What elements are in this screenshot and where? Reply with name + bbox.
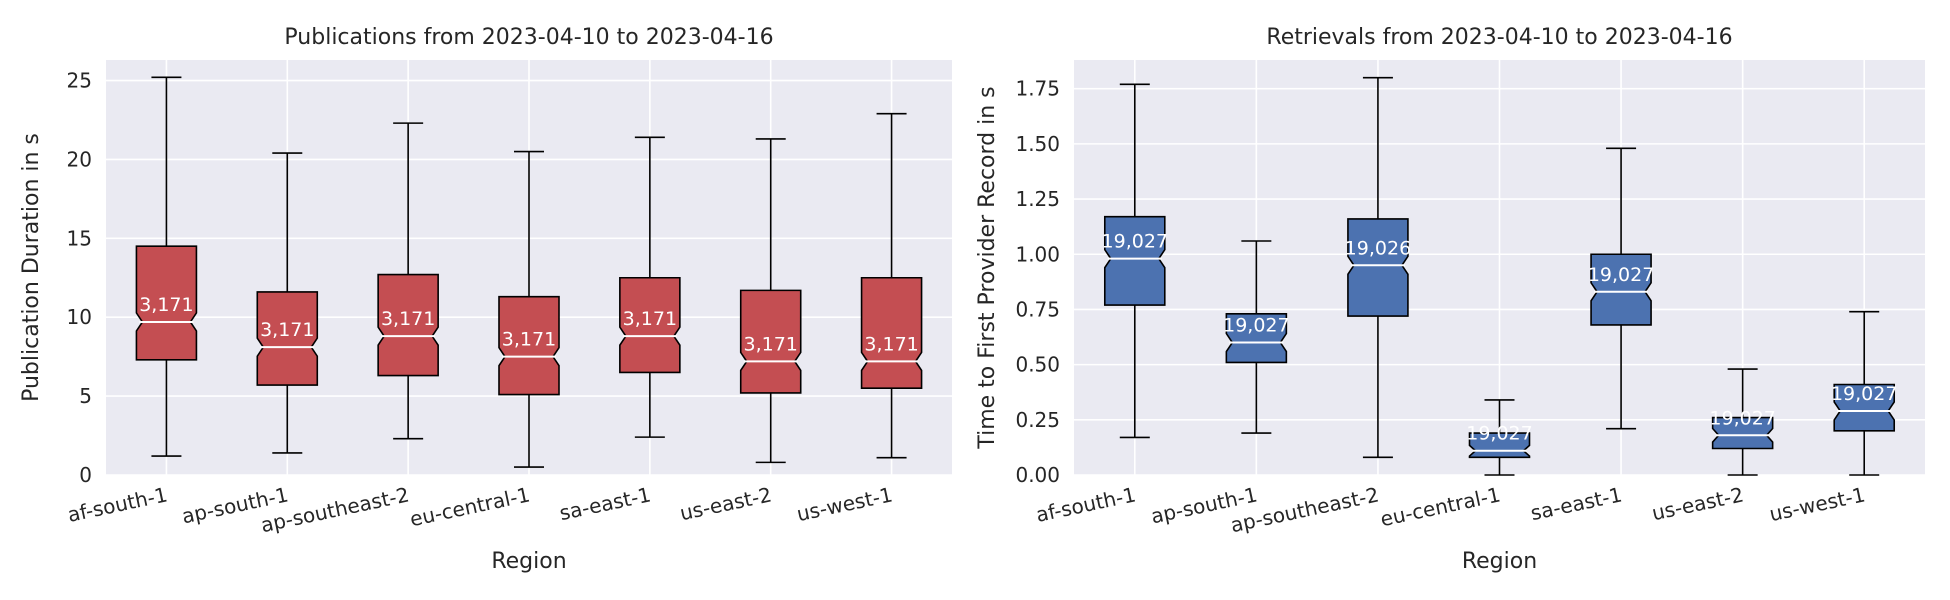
ret-box	[1711, 416, 1774, 450]
ret-xtick-label: us-west-1	[1767, 482, 1867, 526]
pub-count-label: 3,171	[260, 319, 314, 341]
ret-box	[1590, 253, 1652, 326]
ret-count-label: 19,027	[1831, 383, 1897, 405]
ret-count-label: 19,027	[1588, 264, 1654, 286]
ret-xtick-label: eu-central-1	[1378, 482, 1502, 531]
ret-box	[1347, 218, 1409, 317]
ret-x-axis-label: Region	[1462, 549, 1537, 574]
pub-box	[498, 295, 560, 396]
pub-y-axis-label: Publication Duration in s	[19, 133, 44, 402]
pub-x-axis-label: Region	[491, 549, 566, 574]
pub-xtick-label: af-south-1	[65, 482, 169, 527]
pub-ytick-label: 15	[67, 226, 92, 250]
ret-box	[1103, 215, 1166, 306]
pub-xtick-label: sa-east-1	[557, 482, 653, 525]
pub-xtick-label: us-west-1	[795, 482, 895, 526]
pub-xtick-label: eu-central-1	[408, 482, 532, 531]
ret-box	[1833, 383, 1896, 432]
pub-ytick-label: 20	[67, 147, 92, 171]
pub-count-label: 3,171	[744, 333, 798, 355]
ret-count-label: 19,027	[1102, 231, 1168, 253]
pub-ytick-label: 0	[79, 463, 92, 487]
pub-box	[739, 289, 802, 394]
ret-chart-title: Retrievals from 2023-04-10 to 2023-04-16	[1266, 25, 1732, 50]
pub-box	[619, 276, 681, 374]
pub-count-label: 3,171	[381, 308, 435, 330]
ret-xtick-label: sa-east-1	[1528, 482, 1624, 525]
pub-count-label: 3,171	[139, 294, 193, 316]
ret-ytick-label: 1.00	[1015, 242, 1060, 266]
ret-ytick-label: 0.25	[1015, 408, 1060, 432]
pub-xtick-label: us-east-2	[678, 482, 774, 525]
ret-ytick-label: 1.25	[1015, 187, 1060, 211]
ret-xtick-label: us-east-2	[1650, 482, 1746, 525]
pub-ytick-label: 5	[79, 384, 92, 408]
ret-ytick-label: 0.75	[1015, 297, 1060, 321]
ret-ytick-label: 1.75	[1015, 77, 1060, 101]
pub-box	[135, 245, 198, 361]
pub-box	[377, 273, 439, 377]
pub-box	[256, 291, 319, 386]
pub-count-label: 3,171	[864, 333, 918, 355]
pub-count-label: 3,171	[623, 308, 677, 330]
ret-count-label: 19,027	[1466, 423, 1532, 445]
ret-count-label: 19,027	[1709, 407, 1775, 429]
ret-count-label: 19,026	[1345, 237, 1411, 259]
pub-ytick-label: 25	[67, 69, 92, 93]
pub-ytick-label: 10	[67, 305, 92, 329]
publications-panel: 05101520253,171af-south-13,171ap-south-1…	[19, 25, 952, 574]
ret-box	[1225, 313, 1288, 364]
ret-count-label: 19,027	[1223, 315, 1289, 337]
pub-count-label: 3,171	[502, 329, 556, 351]
ret-y-axis-label: Time to First Provider Record in s	[975, 86, 1000, 449]
pub-chart-title: Publications from 2023-04-10 to 2023-04-…	[284, 25, 773, 50]
ret-ytick-label: 1.50	[1015, 132, 1060, 156]
ret-ytick-label: 0.00	[1015, 463, 1060, 487]
ret-xtick-label: af-south-1	[1034, 482, 1138, 527]
retrievals-panel: 0.00 0.25 0.50 0.75 1.00 1.25 1.50 1.75 19,027 af…	[975, 25, 1925, 574]
ret-ytick-label: 0.50	[1015, 353, 1060, 377]
